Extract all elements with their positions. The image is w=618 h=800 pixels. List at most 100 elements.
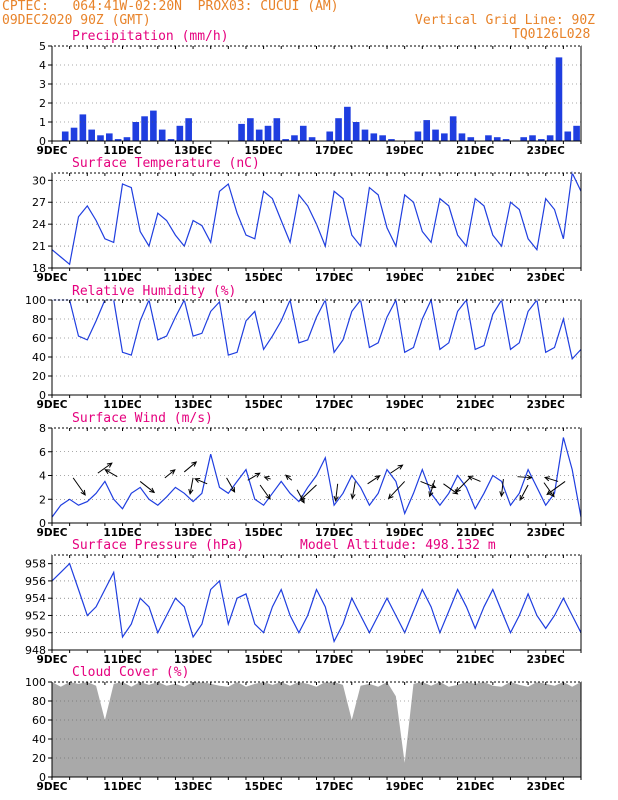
wind-arrow — [299, 484, 317, 501]
wind-xtick-label: 17DEC — [315, 527, 354, 539]
wind-xtick-label: 21DEC — [456, 527, 495, 539]
wind-arrow — [333, 483, 339, 502]
pressure-panel — [48, 554, 582, 653]
precip-bar — [123, 137, 131, 141]
precip-bar — [114, 139, 122, 141]
wind-arrow — [97, 462, 113, 474]
run-code: TQ0126L028 — [512, 27, 591, 42]
precip-bar — [485, 135, 492, 141]
precip-bar — [264, 125, 272, 141]
humidity-xtick-label: 21DEC — [456, 399, 495, 411]
precip-ytick-label: 4 — [39, 59, 46, 72]
wind-arrow — [387, 481, 406, 500]
cloud-xtick-label: 11DEC — [103, 781, 142, 793]
precip-frame — [51, 45, 582, 142]
temp-xtick-label: 11DEC — [103, 272, 142, 284]
precip-ytick-label: 5 — [39, 40, 46, 53]
wind-arrow — [139, 481, 156, 494]
temp-xtick-label: 19DEC — [386, 272, 425, 284]
wind-xtick-label: 15DEC — [244, 527, 283, 539]
precip-bar — [361, 129, 369, 141]
pressure-xtick-label: 9DEC — [37, 654, 68, 666]
wind-xtick-label: 23DEC — [527, 527, 566, 539]
precip-bar — [238, 123, 245, 141]
temp-xtick-label: 9DEC — [37, 272, 68, 284]
humidity-xtick-label: 17DEC — [315, 399, 354, 411]
wind-arrow — [543, 476, 559, 482]
temp-xtick-label: 21DEC — [456, 272, 495, 284]
pressure-ytick-label: 948 — [25, 644, 46, 657]
humidity-frame — [51, 299, 582, 396]
wind-arrow — [543, 482, 555, 498]
temp-panel — [48, 170, 582, 271]
precip-xtick-label: 17DEC — [315, 145, 354, 157]
temp-ytick-label: 24 — [32, 218, 46, 231]
precip-bar — [282, 139, 289, 141]
precip-bar — [520, 137, 527, 141]
humidity-xtick-label: 13DEC — [174, 399, 213, 411]
temp-ytick-label: 30 — [32, 174, 46, 187]
wind-arrow — [226, 477, 236, 493]
wind-arrow — [455, 477, 471, 493]
precip-panel — [48, 45, 582, 144]
wind-arrow — [367, 475, 381, 485]
precip-bar — [555, 57, 563, 141]
wind-arrow — [183, 461, 198, 473]
panel-title-humidity: Relative Humidity (%) — [72, 284, 237, 299]
humidity-xtick-label: 15DEC — [244, 399, 283, 411]
cloud-ytick-label: 20 — [32, 752, 46, 765]
wind-ytick-label: 0 — [39, 517, 46, 530]
humidity-xtick-label: 19DEC — [386, 399, 425, 411]
pressure-frame — [51, 554, 582, 651]
pressure-xtick-label: 19DEC — [386, 654, 425, 666]
pressure-line — [51, 562, 582, 644]
temp-xtick-label: 17DEC — [315, 272, 354, 284]
wind-arrow — [194, 478, 208, 485]
cloud-xtick-label: 17DEC — [315, 781, 354, 793]
panel-title-pressure: Surface Pressure (hPa) — [72, 538, 245, 553]
precip-bar — [308, 137, 316, 141]
panel-title-temperature: Surface Temperature (nC) — [72, 156, 260, 171]
precip-bar — [79, 114, 87, 141]
cloud-xtick-label: 9DEC — [37, 781, 68, 793]
wind-arrow — [164, 469, 176, 479]
precip-bar — [176, 125, 184, 141]
wind-arrow — [350, 481, 356, 500]
temp-ytick-label: 18 — [32, 262, 46, 275]
precip-bar — [432, 129, 439, 141]
precip-bar — [335, 118, 342, 141]
humidity-line — [52, 297, 582, 361]
pressure-xtick-label: 23DEC — [527, 654, 566, 666]
precip-bar — [247, 118, 254, 141]
temp-xtick-label: 23DEC — [527, 272, 566, 284]
humidity-xtick-label: 9DEC — [37, 399, 68, 411]
wind-arrow — [104, 469, 118, 478]
wind-arrow — [517, 474, 533, 481]
precip-bar — [379, 135, 386, 141]
precip-bar — [458, 133, 466, 141]
humidity-ytick-label: 80 — [32, 313, 46, 326]
pressure-ytick-label: 952 — [25, 609, 46, 622]
wind-ytick-label: 2 — [39, 493, 46, 506]
wind-arrow — [263, 475, 271, 481]
cloud-panel — [48, 681, 582, 780]
precip-xtick-label: 13DEC — [174, 145, 213, 157]
wind-arrow — [467, 475, 481, 482]
precip-bar — [88, 129, 95, 141]
temp-xtick-label: 13DEC — [174, 272, 213, 284]
precip-xtick-label: 21DEC — [456, 145, 495, 157]
precip-bar — [344, 106, 351, 141]
precip-bar — [106, 133, 113, 141]
precip-bar — [546, 135, 554, 141]
wind-arrow — [519, 484, 529, 502]
wind-ytick-label: 6 — [39, 446, 46, 459]
cloud-ytick-label: 40 — [32, 733, 46, 746]
cloud-xtick-label: 19DEC — [386, 781, 425, 793]
precip-xtick-label: 19DEC — [386, 145, 425, 157]
panel-title-wind: Surface Wind (m/s) — [72, 411, 213, 426]
pressure-xtick-label: 17DEC — [315, 654, 354, 666]
temp-xtick-label: 15DEC — [244, 272, 283, 284]
cloud-ytick-label: 80 — [32, 695, 46, 708]
